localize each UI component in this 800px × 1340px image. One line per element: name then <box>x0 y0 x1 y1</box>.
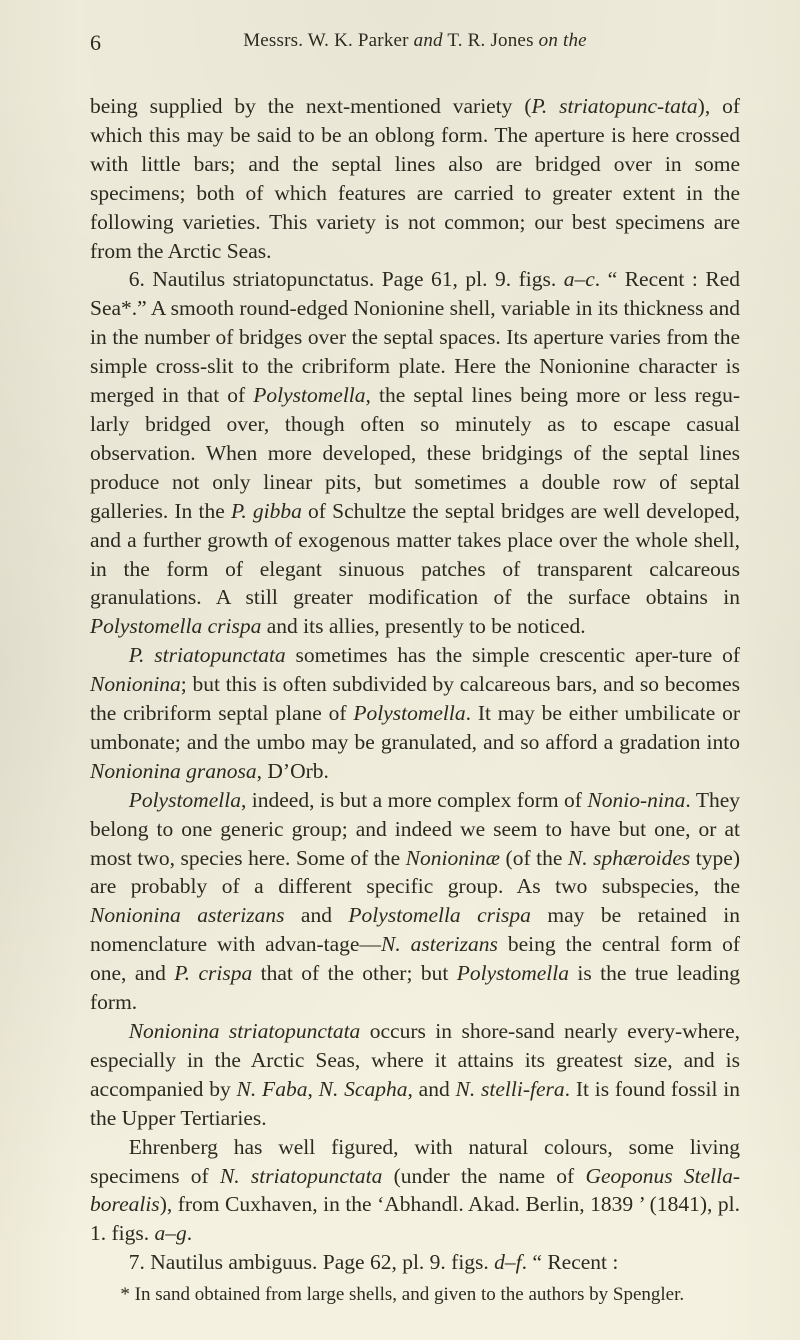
paragraph: P. striatopunctata sometimes has the sim… <box>90 641 740 786</box>
page-number: 6 <box>90 30 101 56</box>
page: 6 Messrs. W. K. Parker and T. R. Jones o… <box>0 0 800 1340</box>
paragraph: Nonionina striatopunctata occurs in shor… <box>90 1017 740 1133</box>
paragraph: Polystomella, indeed, is but a more comp… <box>90 786 740 1017</box>
paragraph: 6. Nautilus striatopunctatus. Page 61, p… <box>90 265 740 641</box>
body-text: being supplied by the next-mentioned var… <box>90 92 740 1277</box>
paragraph: 7. Nautilus ambiguus. Page 62, pl. 9. fi… <box>90 1248 740 1277</box>
paragraph: Ehrenberg has well figured, with natural… <box>90 1133 740 1249</box>
footnote: * In sand obtained from large shells, an… <box>90 1283 740 1308</box>
paragraph: being supplied by the next-mentioned var… <box>90 92 740 265</box>
page-header: 6 Messrs. W. K. Parker and T. R. Jones o… <box>90 30 740 70</box>
running-head: Messrs. W. K. Parker and T. R. Jones on … <box>90 30 740 52</box>
